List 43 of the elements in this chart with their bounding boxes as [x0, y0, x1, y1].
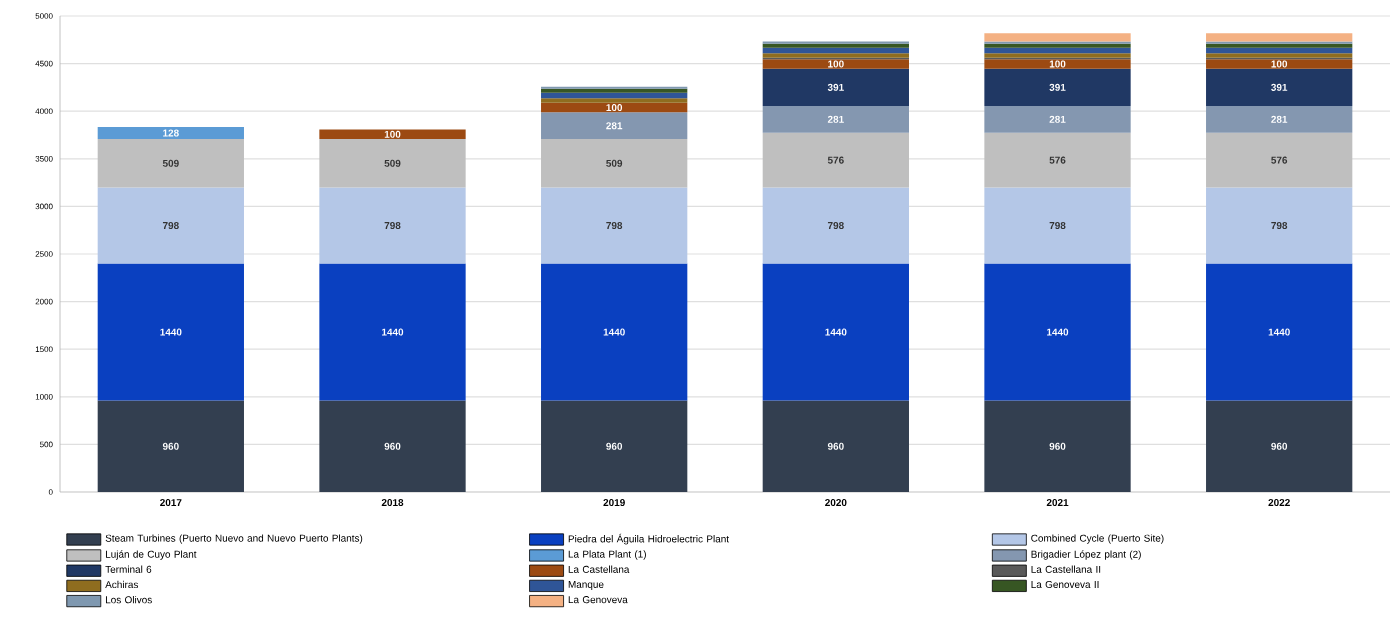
bar: [1206, 187, 1353, 264]
bar: [97, 126, 244, 140]
bar: [97, 263, 244, 401]
bar: [541, 263, 688, 401]
bar: [762, 68, 909, 106]
bar: [541, 187, 688, 264]
bar: [319, 263, 466, 401]
bar: [319, 139, 466, 188]
bar: [541, 139, 688, 188]
bar: [984, 59, 1131, 69]
bar: [1206, 59, 1353, 69]
bar: [1206, 400, 1353, 492]
bar: [984, 47, 1131, 54]
bar: [97, 187, 244, 264]
bar: [762, 105, 909, 133]
bar: [762, 59, 909, 69]
bar: [1206, 105, 1353, 133]
bar: [541, 92, 688, 99]
bar: [1206, 132, 1353, 188]
bar: [319, 129, 466, 140]
bar: [97, 400, 244, 492]
bar: [319, 187, 466, 264]
bar: [1206, 33, 1353, 42]
bar: [984, 33, 1131, 42]
bar: [541, 102, 688, 113]
bar: [762, 263, 909, 401]
bar: [984, 187, 1131, 264]
bar: [762, 187, 909, 264]
bar: [541, 112, 688, 140]
bar: [762, 400, 909, 492]
bar: [1206, 263, 1353, 401]
bar: [1206, 68, 1353, 106]
bar: [984, 105, 1131, 133]
bar: [984, 68, 1131, 106]
bar: [319, 400, 466, 492]
bar: [97, 139, 244, 188]
bar: [984, 400, 1131, 492]
bar: [762, 47, 909, 54]
bar: [984, 132, 1131, 188]
bar: [762, 132, 909, 188]
bar: [541, 400, 688, 492]
bar: [984, 263, 1131, 401]
bar: [1206, 47, 1353, 54]
